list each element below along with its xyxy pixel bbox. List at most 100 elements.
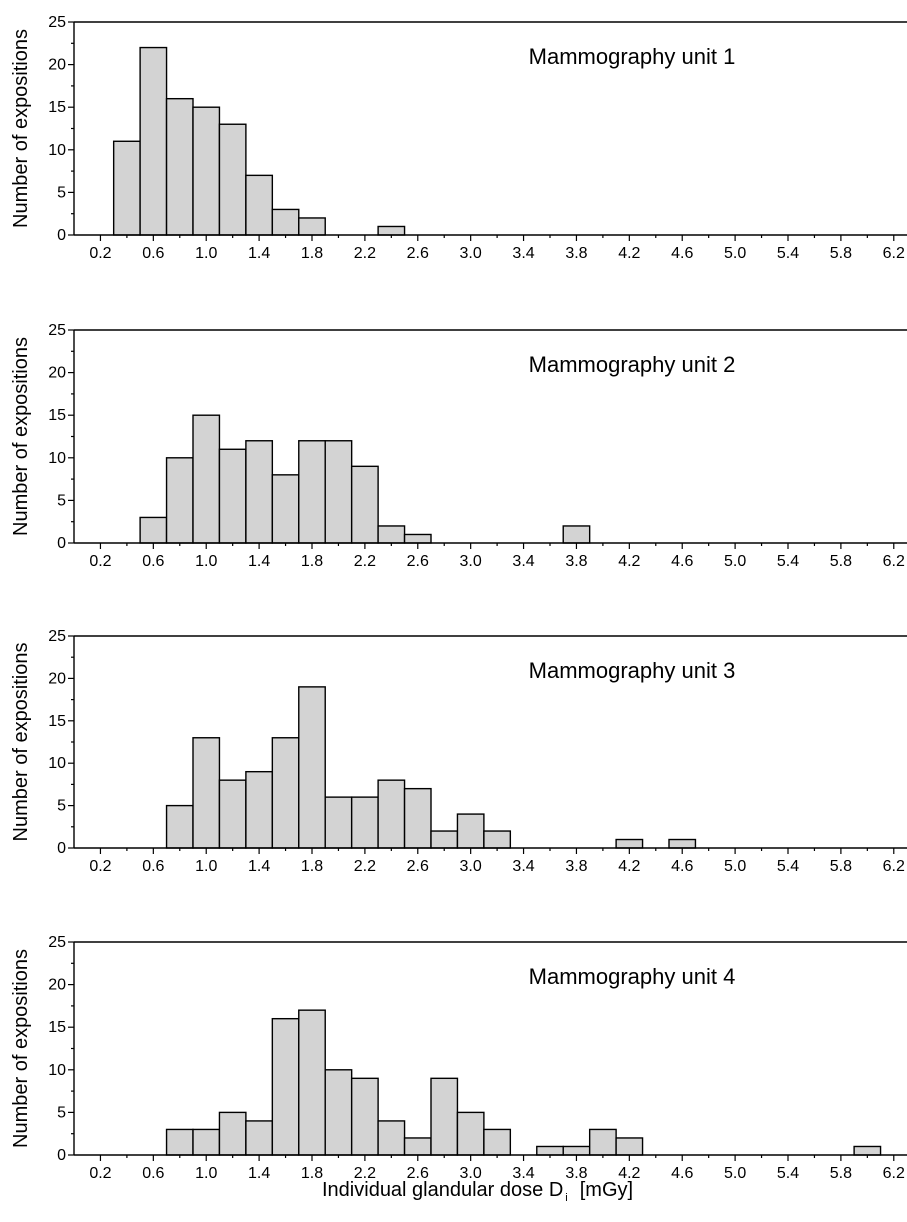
- x-tick-label: 4.2: [618, 553, 640, 570]
- y-axis-label: Number of expositions: [10, 949, 32, 1148]
- x-tick-label: 3.0: [460, 245, 482, 262]
- y-tick-label: 0: [57, 1147, 66, 1164]
- bar-unit1-1: [112, 140, 141, 236]
- bar-unit3-1: [165, 804, 194, 849]
- bar-unit4-16: [588, 1128, 617, 1156]
- bar-unit3-12: [456, 813, 485, 849]
- y-tick-label: 10: [48, 1062, 66, 1079]
- bar-unit4-6: [298, 1009, 326, 1156]
- x-tick-label: 3.8: [565, 858, 587, 875]
- x-tick-label: 3.8: [565, 245, 587, 262]
- x-tick-label: 2.6: [407, 245, 429, 262]
- x-tick-label: 1.4: [248, 858, 270, 875]
- bar-unit3-8: [350, 796, 379, 849]
- bar-unit2-2: [165, 457, 194, 544]
- y-tick-label: 20: [48, 977, 66, 994]
- y-tick-label: 0: [57, 227, 66, 244]
- x-tick-label: 0.6: [142, 553, 164, 570]
- histogram-panel-1: 0 5 10 15 20 25 0.2 0.6 1.0 1.4 1.8 2.2 2.6 3.0 3.4 3.8…: [10, 14, 907, 262]
- y-axis-label: Number of expositions: [10, 337, 32, 536]
- bar-unit4-11: [430, 1077, 459, 1156]
- x-tick-label: 6.2: [883, 553, 905, 570]
- x-tick-label: 2.2: [354, 1165, 376, 1182]
- y-tick-label: 15: [48, 1019, 66, 1036]
- y-tick-label: 20: [48, 57, 66, 74]
- x-tick-label: 3.8: [565, 1165, 587, 1182]
- y-tick-label: 5: [57, 184, 66, 201]
- bar-unit2-3: [192, 414, 221, 544]
- x-tick-label: 5.8: [830, 1165, 852, 1182]
- histogram-panel-4: 0 5 10 15 20 25 0.2 0.6 1.0 1.4 1.8 2.2 2.6 3.0 3.4 3.8…: [10, 934, 907, 1182]
- y-tick-label: 15: [48, 99, 66, 116]
- bar-unit4-15: [562, 1145, 591, 1156]
- x-tick-label: 5.8: [830, 245, 852, 262]
- panel-title: Mammography unit 3: [529, 658, 736, 683]
- x-tick-label: 5.0: [724, 1165, 746, 1182]
- bar-unit3-7: [324, 796, 353, 849]
- bar-unit3-10: [403, 787, 432, 849]
- bar-unit1-7: [271, 208, 300, 236]
- bar-unit2-9: [350, 465, 379, 544]
- y-tick-label: 10: [48, 142, 66, 159]
- y-tick-label: 5: [57, 798, 66, 815]
- x-tick-label: 3.0: [460, 858, 482, 875]
- bar-unit2-5: [245, 440, 274, 544]
- x-tick-label: 5.8: [830, 858, 852, 875]
- bar-unit2-4: [218, 448, 247, 544]
- x-tick-label: 5.0: [724, 553, 746, 570]
- x-tick-label: 1.4: [248, 553, 270, 570]
- x-tick-label: 0.2: [89, 245, 111, 262]
- y-tick-label: 20: [48, 670, 66, 687]
- bar-unit2-8: [324, 440, 353, 544]
- panel-title: Mammography unit 2: [529, 352, 736, 377]
- x-tick-label: 2.2: [354, 553, 376, 570]
- x-tick-label: 6.2: [883, 858, 905, 875]
- x-tick-label: 3.4: [512, 245, 534, 262]
- bar-unit2-11: [403, 533, 432, 544]
- x-tick-label: 2.6: [407, 1165, 429, 1182]
- bar-unit1-3: [165, 97, 194, 236]
- x-tick-label: 3.0: [460, 1165, 482, 1182]
- y-tick-label: 15: [48, 713, 66, 730]
- bar-unit1-6: [245, 174, 274, 236]
- x-tick-label: 6.2: [883, 1165, 905, 1182]
- bar-unit3-13: [483, 830, 512, 849]
- y-tick-label: 25: [48, 628, 66, 645]
- panel-title: Mammography unit 4: [529, 964, 736, 989]
- bar-unit3-2: [192, 737, 221, 849]
- x-tick-label: 5.8: [830, 553, 852, 570]
- x-tick-label: 5.4: [777, 553, 799, 570]
- y-tick-label: 25: [48, 934, 66, 951]
- x-tick-label: 5.4: [777, 1165, 799, 1182]
- bar-unit2-12: [562, 525, 591, 544]
- x-tick-label: 4.6: [671, 245, 693, 262]
- bar-unit4-13: [483, 1128, 512, 1156]
- bar-unit3-11: [430, 830, 459, 849]
- histogram-panel-3: 0 5 10 15 20 25 0.2 0.6 1.0 1.4 1.8 2.2 2.6 3.0 3.4 3.8…: [10, 628, 907, 875]
- bar-unit4-17: [615, 1137, 644, 1156]
- x-tick-label: 1.8: [301, 245, 323, 262]
- x-tick-label: 0.2: [89, 858, 111, 875]
- x-tick-label: 2.6: [407, 858, 429, 875]
- bar-unit2-7: [298, 440, 326, 544]
- bar-unit3-15: [668, 838, 697, 849]
- bar-unit3-5: [271, 737, 300, 849]
- bar-unit2-10: [377, 525, 406, 544]
- x-tick-label: 3.8: [565, 553, 587, 570]
- histogram-panel-2: 0 5 10 15 20 25 0.2 0.6 1.0 1.4 1.8 2.2 2.6 3.0 3.4 3.8…: [10, 322, 907, 570]
- x-tick-label: 3.4: [512, 553, 534, 570]
- x-tick-label: 4.2: [618, 1165, 640, 1182]
- bar-unit1-2: [139, 46, 168, 236]
- x-tick-label: 4.6: [671, 553, 693, 570]
- bar-unit3-4: [245, 770, 274, 849]
- bar-unit4-14: [536, 1145, 564, 1156]
- y-tick-label: 25: [48, 322, 66, 339]
- x-tick-label: 4.6: [671, 1165, 693, 1182]
- bar-unit2-6: [271, 474, 300, 544]
- x-tick-label: 4.6: [671, 858, 693, 875]
- bar-unit4-9: [377, 1120, 406, 1156]
- bar-unit3-14: [615, 838, 644, 849]
